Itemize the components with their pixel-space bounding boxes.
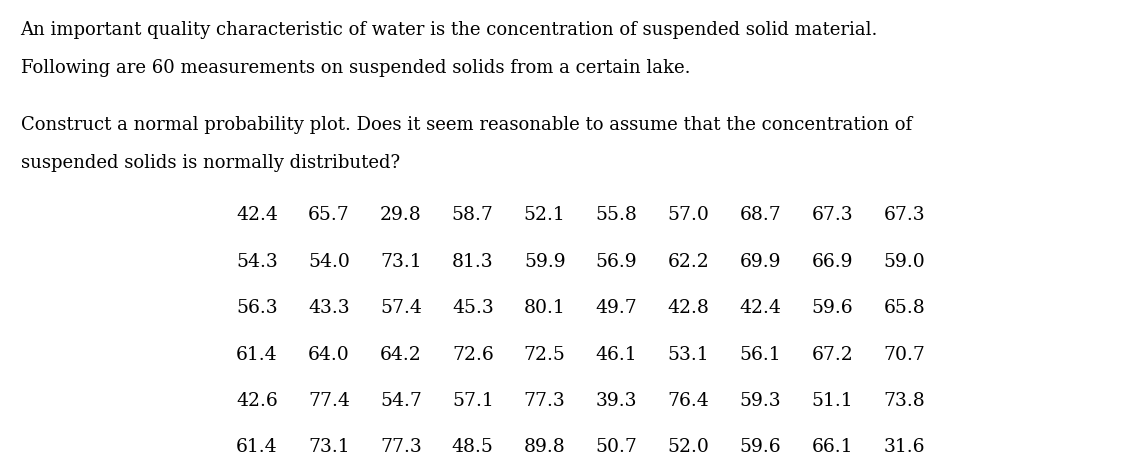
Text: 89.8: 89.8 [524, 438, 565, 456]
Text: 67.2: 67.2 [812, 346, 853, 364]
Text: 39.3: 39.3 [596, 392, 637, 410]
Text: 80.1: 80.1 [524, 299, 565, 317]
Text: 59.6: 59.6 [740, 438, 781, 456]
Text: 77.3: 77.3 [380, 438, 421, 456]
Text: 49.7: 49.7 [596, 299, 637, 317]
Text: An important quality characteristic of water is the concentration of suspended s: An important quality characteristic of w… [21, 21, 878, 39]
Text: 54.3: 54.3 [236, 253, 278, 271]
Text: 42.4: 42.4 [740, 299, 781, 317]
Text: 73.1: 73.1 [308, 438, 349, 456]
Text: 52.1: 52.1 [524, 206, 565, 224]
Text: 50.7: 50.7 [596, 438, 637, 456]
Text: 65.8: 65.8 [884, 299, 925, 317]
Text: 67.3: 67.3 [812, 206, 853, 224]
Text: 45.3: 45.3 [452, 299, 493, 317]
Text: Construct a normal probability plot. Does it seem reasonable to assume that the : Construct a normal probability plot. Doe… [21, 116, 911, 134]
Text: 53.1: 53.1 [668, 346, 709, 364]
Text: 73.1: 73.1 [380, 253, 421, 271]
Text: 66.9: 66.9 [812, 253, 853, 271]
Text: 62.2: 62.2 [668, 253, 709, 271]
Text: 51.1: 51.1 [812, 392, 853, 410]
Text: 56.9: 56.9 [596, 253, 637, 271]
Text: 46.1: 46.1 [596, 346, 637, 364]
Text: 31.6: 31.6 [884, 438, 925, 456]
Text: 56.1: 56.1 [740, 346, 781, 364]
Text: 54.7: 54.7 [380, 392, 421, 410]
Text: 42.4: 42.4 [236, 206, 278, 224]
Text: 59.6: 59.6 [812, 299, 853, 317]
Text: 55.8: 55.8 [596, 206, 637, 224]
Text: 76.4: 76.4 [668, 392, 709, 410]
Text: 66.1: 66.1 [812, 438, 853, 456]
Text: 56.3: 56.3 [236, 299, 278, 317]
Text: 57.1: 57.1 [452, 392, 493, 410]
Text: 64.0: 64.0 [308, 346, 349, 364]
Text: 59.9: 59.9 [524, 253, 565, 271]
Text: 72.5: 72.5 [524, 346, 565, 364]
Text: 54.0: 54.0 [308, 253, 349, 271]
Text: 42.8: 42.8 [668, 299, 709, 317]
Text: 81.3: 81.3 [452, 253, 493, 271]
Text: 57.0: 57.0 [668, 206, 709, 224]
Text: 52.0: 52.0 [668, 438, 709, 456]
Text: 70.7: 70.7 [884, 346, 925, 364]
Text: 61.4: 61.4 [236, 346, 278, 364]
Text: 59.3: 59.3 [740, 392, 781, 410]
Text: 72.6: 72.6 [452, 346, 493, 364]
Text: 67.3: 67.3 [884, 206, 925, 224]
Text: 57.4: 57.4 [380, 299, 421, 317]
Text: 64.2: 64.2 [380, 346, 421, 364]
Text: 59.0: 59.0 [884, 253, 925, 271]
Text: 77.3: 77.3 [524, 392, 565, 410]
Text: Following are 60 measurements on suspended solids from a certain lake.: Following are 60 measurements on suspend… [21, 59, 690, 77]
Text: 73.8: 73.8 [884, 392, 925, 410]
Text: 29.8: 29.8 [380, 206, 421, 224]
Text: 77.4: 77.4 [308, 392, 349, 410]
Text: 65.7: 65.7 [308, 206, 349, 224]
Text: 69.9: 69.9 [740, 253, 781, 271]
Text: 43.3: 43.3 [308, 299, 349, 317]
Text: 48.5: 48.5 [452, 438, 493, 456]
Text: suspended solids is normally distributed?: suspended solids is normally distributed… [21, 154, 400, 172]
Text: 42.6: 42.6 [236, 392, 278, 410]
Text: 68.7: 68.7 [740, 206, 781, 224]
Text: 58.7: 58.7 [452, 206, 493, 224]
Text: 61.4: 61.4 [236, 438, 278, 456]
